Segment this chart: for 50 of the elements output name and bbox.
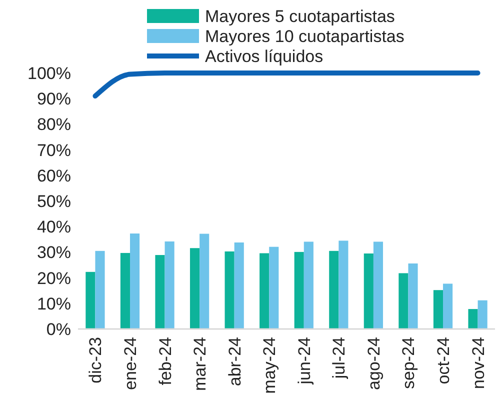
x-tick-label: feb-24 xyxy=(156,337,175,386)
bar xyxy=(373,242,384,329)
bar xyxy=(269,246,279,329)
bar xyxy=(164,241,174,329)
y-tick-label: 80% xyxy=(36,115,71,134)
bar xyxy=(130,234,140,329)
bar xyxy=(398,273,408,329)
x-tick-label: nov-24 xyxy=(468,337,488,389)
bar xyxy=(443,284,453,329)
bar xyxy=(338,240,348,329)
y-tick-label: 0% xyxy=(46,320,71,339)
y-tick-label: 50% xyxy=(36,192,71,211)
x-tick-label: dic-23 xyxy=(86,337,106,384)
bar xyxy=(155,255,165,329)
bar xyxy=(478,300,488,329)
y-tick-label: 70% xyxy=(36,140,71,160)
legend-label: Mayores 5 cuotapartistas xyxy=(205,6,395,26)
bar xyxy=(364,253,374,329)
legend-label: Activos líquidos xyxy=(205,46,324,66)
x-tick-label: oct-24 xyxy=(434,337,454,384)
x-tick-label: ago-24 xyxy=(364,337,384,390)
bar xyxy=(86,272,96,329)
bar xyxy=(329,250,339,329)
y-tick-label: 10% xyxy=(36,294,71,314)
bar xyxy=(234,242,244,329)
bar xyxy=(408,263,418,329)
bar xyxy=(294,252,304,329)
y-tick-label: 100% xyxy=(28,64,71,83)
y-tick-label: 90% xyxy=(36,90,71,109)
x-tick-label: may-24 xyxy=(260,337,280,394)
bar xyxy=(260,253,270,329)
y-tick-label: 20% xyxy=(36,268,71,288)
x-tick-label: jun-24 xyxy=(294,337,314,386)
bar xyxy=(95,250,105,329)
x-tick-label: jul-24 xyxy=(330,337,349,380)
y-tick-label: 30% xyxy=(36,243,71,262)
bar xyxy=(120,252,130,329)
bar xyxy=(468,309,478,329)
bar xyxy=(304,242,314,329)
x-tick-label: abr-24 xyxy=(225,337,244,386)
x-tick-label: ene-24 xyxy=(120,337,140,390)
x-tick-label: sep-24 xyxy=(399,337,418,389)
y-tick-label: 60% xyxy=(36,166,71,186)
bar xyxy=(200,234,210,329)
bar xyxy=(224,251,234,329)
bar xyxy=(190,248,200,329)
bar xyxy=(433,290,444,329)
y-tick-label: 40% xyxy=(36,218,71,237)
legend-label: Mayores 10 cuotapartistas xyxy=(205,26,404,46)
x-tick-label: mar-24 xyxy=(190,337,210,391)
